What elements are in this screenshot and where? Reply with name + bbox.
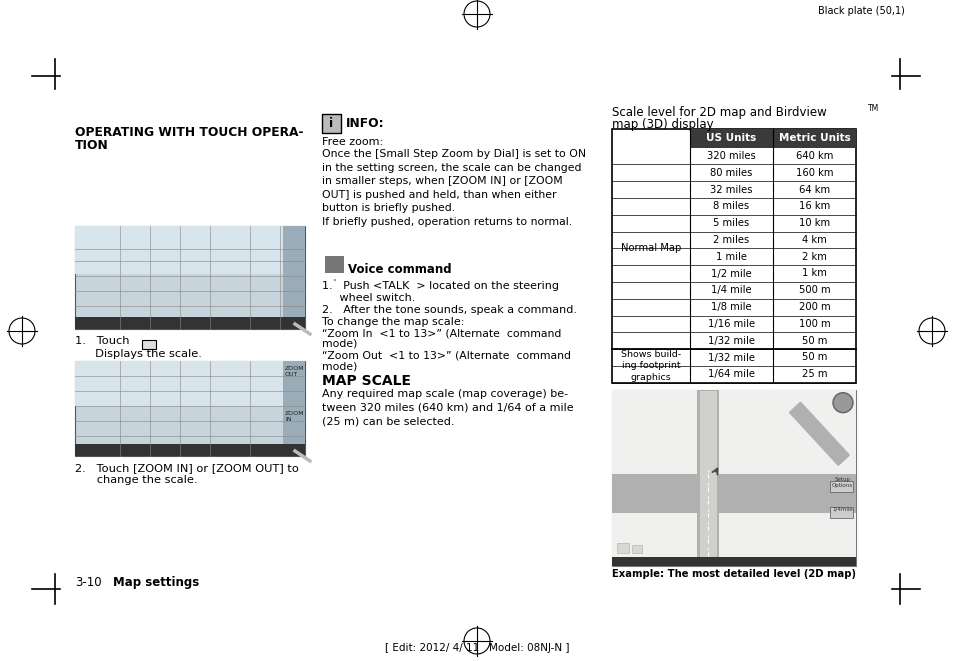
Text: Any required map scale (map coverage) be-
tween 320 miles (640 km) and 1/64 of a: Any required map scale (map coverage) be…	[322, 389, 573, 426]
Text: Normal Map: Normal Map	[620, 243, 680, 253]
Text: 50 m: 50 m	[801, 336, 826, 346]
Bar	[612, 475, 855, 513]
Text: OPERATING WITH TOUCH OPERA-: OPERATING WITH TOUCH OPERA-	[75, 126, 303, 139]
Text: Metric Units: Metric Units	[778, 134, 849, 143]
Text: 640 km: 640 km	[795, 151, 832, 161]
Text: US Units: US Units	[705, 134, 756, 143]
Text: 200 m: 200 m	[798, 302, 829, 312]
Text: [ Edit: 2012/ 4/ 11   Model: 08NJ-N ]: [ Edit: 2012/ 4/ 11 Model: 08NJ-N ]	[384, 643, 569, 653]
Text: Displays the scale.: Displays the scale.	[77, 349, 202, 359]
Text: i: i	[329, 117, 334, 130]
Text: ZOOM
IN: ZOOM IN	[285, 411, 304, 422]
Bar	[689, 129, 855, 147]
Bar	[612, 390, 855, 558]
Text: 10 km: 10 km	[798, 218, 829, 228]
Text: 1/4mile: 1/4mile	[831, 506, 852, 511]
Text: “Zoom In  <1 to 13>” (Alternate  command: “Zoom In <1 to 13>” (Alternate command	[322, 328, 560, 338]
Text: Free zoom:: Free zoom:	[322, 137, 383, 147]
Bar	[75, 444, 305, 456]
Bar	[829, 508, 852, 518]
Text: 80 miles: 80 miles	[710, 168, 752, 178]
Bar	[75, 361, 305, 456]
Bar	[829, 481, 852, 492]
Text: ": "	[332, 279, 335, 288]
Text: TM: TM	[867, 104, 879, 113]
Text: map (3D) display: map (3D) display	[612, 118, 713, 131]
Bar	[283, 361, 305, 444]
Text: Voice command: Voice command	[348, 262, 451, 276]
Text: 1 km: 1 km	[801, 268, 826, 278]
Text: 1/32 mile: 1/32 mile	[707, 352, 754, 362]
Text: change the scale.: change the scale.	[75, 475, 197, 485]
Text: 50 m: 50 m	[801, 352, 826, 362]
Bar	[75, 361, 305, 406]
Text: 16 km: 16 km	[798, 202, 829, 212]
Text: 1.   Push <TALK  > located on the steering: 1. Push <TALK > located on the steering	[322, 281, 558, 291]
Text: 2.   Touch [ZOOM IN] or [ZOOM OUT] to: 2. Touch [ZOOM IN] or [ZOOM OUT] to	[75, 463, 298, 473]
Bar	[322, 114, 340, 133]
Text: 1.   Touch: 1. Touch	[75, 336, 130, 346]
Text: wheel switch.: wheel switch.	[322, 293, 415, 303]
Text: mode): mode)	[322, 361, 357, 371]
Text: 1/16 mile: 1/16 mile	[707, 319, 754, 329]
Circle shape	[834, 394, 851, 411]
Bar	[612, 390, 855, 566]
Text: Black plate (50,1): Black plate (50,1)	[818, 6, 904, 16]
Bar	[75, 226, 305, 329]
Text: 500 m: 500 m	[798, 286, 829, 295]
Text: 1/64 mile: 1/64 mile	[707, 369, 754, 379]
Text: Scale level for 2D map and Birdview: Scale level for 2D map and Birdview	[612, 106, 826, 119]
Text: 64 km: 64 km	[798, 184, 829, 194]
Bar	[325, 256, 344, 273]
Text: Setup
Options: Setup Options	[831, 477, 852, 488]
Text: 1/8 mile: 1/8 mile	[710, 302, 751, 312]
Bar	[631, 545, 641, 553]
Text: 5 miles: 5 miles	[713, 218, 749, 228]
Text: 2 miles: 2 miles	[713, 235, 749, 245]
Bar	[617, 543, 628, 553]
Text: 4 km: 4 km	[801, 235, 826, 245]
Text: 8 miles: 8 miles	[713, 202, 749, 212]
Text: “Zoom Out  <1 to 13>” (Alternate  command: “Zoom Out <1 to 13>” (Alternate command	[322, 350, 571, 360]
Text: 32 miles: 32 miles	[709, 184, 752, 194]
Bar	[142, 340, 156, 349]
Text: To change the map scale:: To change the map scale:	[322, 317, 464, 327]
Bar	[283, 226, 305, 317]
Text: MAP SCALE: MAP SCALE	[322, 374, 411, 388]
Text: Map settings: Map settings	[112, 576, 199, 589]
Text: 100 m: 100 m	[798, 319, 829, 329]
Bar	[75, 226, 305, 274]
Bar	[75, 317, 305, 329]
Text: 1 mile: 1 mile	[716, 252, 746, 262]
FancyArrow shape	[789, 403, 848, 465]
Text: 1/2 mile: 1/2 mile	[710, 268, 751, 278]
Text: 25 m: 25 m	[801, 369, 826, 379]
Bar	[697, 390, 719, 558]
Text: 2 km: 2 km	[801, 252, 826, 262]
Text: ZOOM
OUT: ZOOM OUT	[285, 366, 304, 377]
Circle shape	[832, 393, 852, 412]
Text: Once the [Small Step Zoom by Dial] is set to ON
in the setting screen, the scale: Once the [Small Step Zoom by Dial] is se…	[322, 149, 585, 227]
Bar	[612, 557, 855, 566]
Text: Example: The most detailed level (2D map): Example: The most detailed level (2D map…	[612, 569, 855, 579]
Text: 2.   After the tone sounds, speak a command.: 2. After the tone sounds, speak a comman…	[322, 305, 577, 315]
Text: 1/32 mile: 1/32 mile	[707, 336, 754, 346]
Text: TION: TION	[75, 139, 109, 152]
Text: 3-10: 3-10	[75, 576, 102, 589]
Text: 160 km: 160 km	[795, 168, 832, 178]
Bar	[700, 391, 716, 557]
Text: Shows build-
ing footprint
graphics: Shows build- ing footprint graphics	[620, 350, 680, 381]
Text: mode): mode)	[322, 339, 357, 349]
Text: 320 miles: 320 miles	[706, 151, 755, 161]
Bar	[612, 129, 855, 383]
Text: 1/4 mile: 1/4 mile	[710, 286, 751, 295]
Text: INFO:: INFO:	[346, 116, 384, 130]
